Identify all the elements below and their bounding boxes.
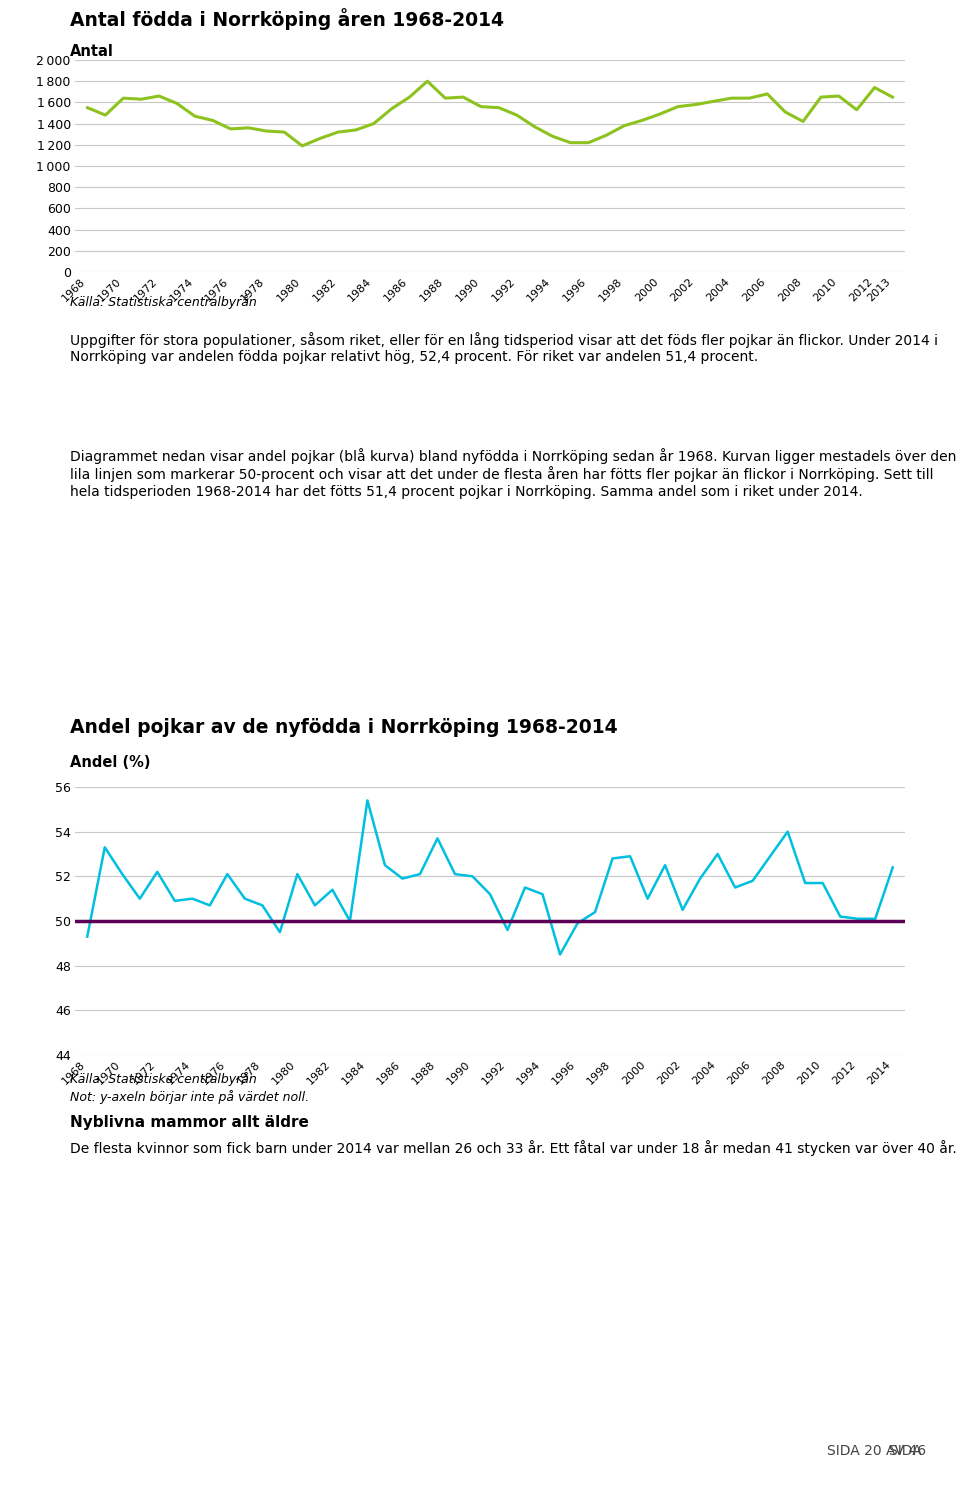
Text: Antal: Antal bbox=[70, 45, 114, 59]
Text: SIDA: SIDA bbox=[889, 1443, 926, 1458]
Text: Antal födda i Norrköping åren 1968-2014: Antal födda i Norrköping åren 1968-2014 bbox=[70, 7, 504, 30]
Text: De flesta kvinnor som fick barn under 2014 var mellan 26 och 33 år. Ett fåtal va: De flesta kvinnor som fick barn under 20… bbox=[70, 1140, 957, 1155]
Text: Diagrammet nedan visar andel pojkar (blå kurva) bland nyfödda i Norrköping sedan: Diagrammet nedan visar andel pojkar (blå… bbox=[70, 448, 956, 499]
Text: Nyblivna mammor allt äldre: Nyblivna mammor allt äldre bbox=[70, 1115, 309, 1130]
Text: Not: y-axeln börjar inte på värdet noll.: Not: y-axeln börjar inte på värdet noll. bbox=[70, 1090, 309, 1103]
Text: Andel (%): Andel (%) bbox=[70, 754, 151, 771]
Text: Källa: Statistiska centralbyrån: Källa: Statistiska centralbyrån bbox=[70, 1072, 257, 1086]
Text: Andel pojkar av de nyfödda i Norrköping 1968-2014: Andel pojkar av de nyfödda i Norrköping … bbox=[70, 719, 618, 737]
Text: SIDA 20 AV 46: SIDA 20 AV 46 bbox=[828, 1443, 926, 1458]
Text: Källa: Statistiska centralbyrån: Källa: Statistiska centralbyrån bbox=[70, 296, 257, 309]
Text: Uppgifter för stora populationer, såsom riket, eller för en lång tidsperiod visa: Uppgifter för stora populationer, såsom … bbox=[70, 333, 938, 364]
